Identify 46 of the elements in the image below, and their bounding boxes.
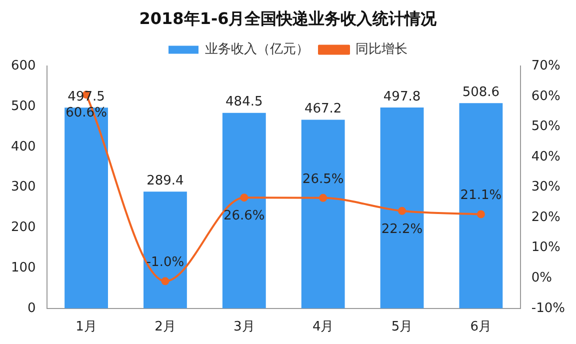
- legend-label: 同比增长: [356, 42, 408, 58]
- bar: [144, 192, 187, 308]
- y-tick-label: 600: [10, 58, 36, 74]
- data-label: 467.2: [304, 102, 342, 117]
- y2-tick-label: 20%: [531, 210, 560, 225]
- point: [398, 206, 406, 215]
- data-label: 22.2%: [381, 222, 423, 237]
- y-tick-label: 0: [28, 300, 36, 316]
- data-label: 497.8: [383, 89, 421, 104]
- bar: [222, 112, 266, 308]
- data-label: 508.6: [462, 84, 500, 100]
- data-label: 289.4: [146, 173, 184, 188]
- y-tick-label: 400: [10, 139, 36, 154]
- legend-label: 业务收入（亿元）: [205, 42, 309, 58]
- y2-tick-label: 40%: [531, 149, 560, 164]
- x-tick-label: 5月: [391, 320, 413, 335]
- y-tick-label: 200: [10, 220, 36, 236]
- y2-tick-label: 70%: [531, 58, 560, 74]
- data-label: 26.6%: [223, 208, 265, 224]
- y2-tick-label: 60%: [531, 88, 560, 104]
- data-label: 26.5%: [302, 172, 344, 187]
- bar: [64, 108, 108, 308]
- y-tick-label: 100: [10, 260, 36, 276]
- point: [240, 194, 248, 202]
- x-tick-label: 6月: [470, 320, 492, 335]
- bar: [380, 107, 424, 308]
- chart-title: 2018年1-6月全国快递业务收入统计情况: [139, 8, 438, 28]
- point: [319, 194, 328, 202]
- x-tick-label: 1月: [76, 320, 97, 335]
- point: [476, 210, 485, 218]
- y2-tick-label: 30%: [531, 180, 560, 195]
- y2-tick-label: 50%: [531, 119, 560, 134]
- y-tick-label: 300: [10, 180, 36, 195]
- bar: [301, 120, 345, 308]
- data-label: -1.0%: [146, 255, 184, 270]
- x-tick-label: 3月: [234, 320, 255, 335]
- x-tick-label: 2月: [154, 320, 176, 335]
- point: [161, 277, 170, 286]
- y2-tick-label: 0%: [531, 270, 552, 286]
- y2-tick-label: -10%: [531, 300, 566, 316]
- data-label: 484.5: [226, 94, 263, 110]
- data-label: 21.1%: [460, 188, 502, 204]
- y2-tick-label: 10%: [531, 240, 560, 256]
- x-tick-label: 4月: [312, 320, 334, 335]
- y-tick-label: 500: [10, 98, 36, 114]
- bar: [459, 103, 503, 308]
